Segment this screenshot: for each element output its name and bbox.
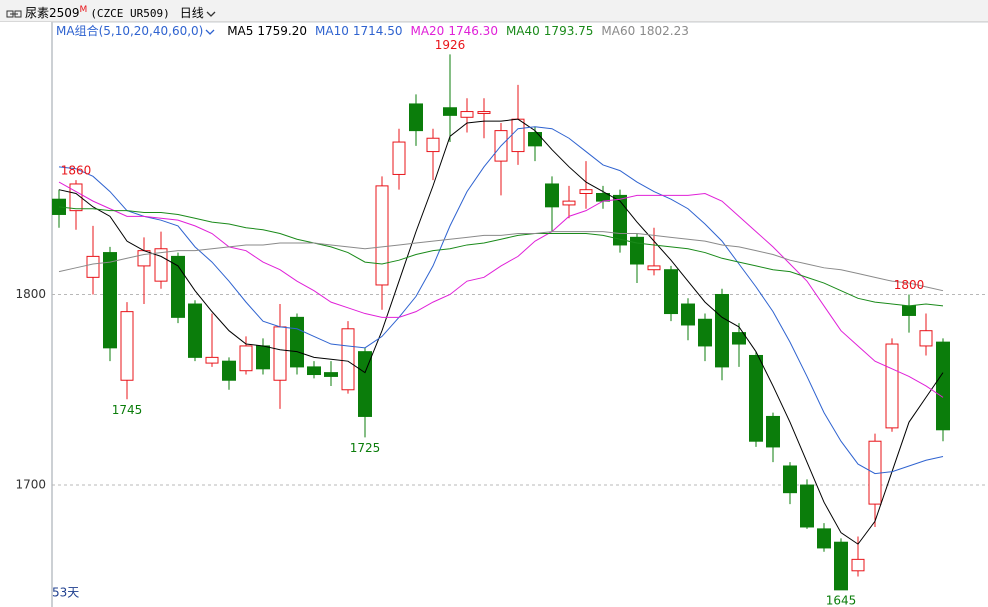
candle-body [375,185,389,286]
contract-code: (CZCE UR509) [90,7,170,20]
candle-body [766,415,780,448]
candle-body [409,103,423,132]
legend-entry: MA60 1802.23 [601,24,688,38]
candle-body [851,558,865,572]
candle-body [307,366,321,376]
ma-line [58,118,944,545]
candle-body [324,372,338,377]
legend-entry: MA40 1793.75 [506,24,593,38]
candle-body [664,269,678,315]
candle-body [69,183,83,212]
candle-body [256,345,270,370]
candle-body [613,194,627,246]
link-icon [6,10,22,17]
candle-body [885,343,899,429]
candle-body [358,351,372,417]
y-tick-label: 1700 [15,478,46,492]
legend-entry: MA5 1759.20 [227,24,307,38]
candle-body [936,341,950,431]
candle-body [273,326,287,381]
candle-body [647,265,661,271]
candle-body [290,316,304,368]
low-annotation: 1645 [826,593,857,607]
period[interactable]: 日线 [179,6,204,20]
legend-entry: MA10 1714.50 [315,24,402,38]
candle-body [562,200,576,206]
legend-value: 1746.30 [448,24,498,38]
ma-line [58,206,944,307]
candle-body [681,303,695,326]
low-annotation: 1725 [350,441,381,455]
candle-body [103,252,117,349]
period-chevron[interactable] [206,10,216,18]
legend-entry: MA20 1746.30 [410,24,497,38]
ma-group[interactable]: MA组合(5,10,20,40,60,0) [56,24,204,38]
legend-name: MA60 [601,24,636,38]
legend-value: 1714.50 [352,24,403,38]
badge: M [79,5,88,15]
days-label: 53天 [52,586,79,600]
candle-body [426,137,440,153]
legend-name: MA20 [410,24,445,38]
candle-body [341,328,355,391]
candle-body [715,293,729,368]
high-annotation: 1926 [435,38,466,52]
candle-body [902,305,916,316]
legend-value: 1802.23 [639,24,689,38]
low-annotation: 1745 [112,403,143,417]
candle-body [477,111,491,114]
y-tick-label: 1800 [15,287,46,301]
candle-body [749,354,763,442]
candle-body [545,183,559,208]
candle-body [239,345,253,372]
candle-body [86,255,100,278]
candle-body [443,107,457,116]
toolbar: 尿素2509M (CZCE UR509) 日线 [0,0,988,22]
candle-body [800,484,814,528]
candle-body [579,189,593,194]
legend-value: 1793.75 [543,24,594,38]
candle-body [528,132,542,147]
candle-body [154,248,168,282]
symbol: 尿素2509 [25,6,80,20]
legend-name: MA40 [505,24,540,38]
candle-body [222,360,236,381]
candle-body [460,111,474,118]
candle-body [834,541,848,591]
legend-value: 1759.20 [257,24,308,38]
ma-chevron[interactable] [205,28,215,36]
candle-body [511,118,525,153]
candle-body [137,250,151,267]
legend-name: MA10 [315,24,349,38]
ma-line [58,181,944,398]
candle-body [205,356,219,364]
ma-line [58,231,944,292]
candle-body [783,465,797,494]
candle-body [188,303,202,358]
candle-body [171,255,185,318]
candle-body [732,332,746,345]
ma-legend: MA组合(5,10,20,40,60,0) MA5 1759.20 MA10 1714… [56,22,697,40]
ma-line [58,126,944,475]
high-annotation: 1860 [61,164,92,178]
candle-body [817,528,831,549]
legend-name: MA5 [227,24,254,38]
candle-body [120,311,134,381]
candle-body [919,330,933,347]
candle-body [392,141,406,175]
candle-body [630,236,644,265]
candle-body [698,318,712,347]
high-annotation: 1800 [894,278,925,292]
